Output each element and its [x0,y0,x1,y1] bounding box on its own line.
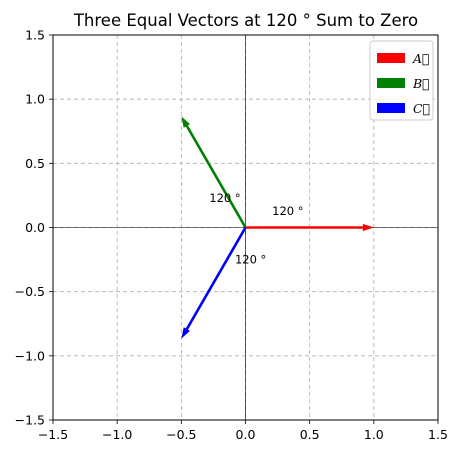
x-tick-label: 0.0 [236,427,256,442]
y-tick-label: −1.5 [15,413,45,428]
angle-annotation: 120 ° [235,253,266,267]
legend-swatch [377,78,405,88]
legend-swatch [377,103,405,113]
vector-shaft [185,125,247,229]
angle-annotations: 120 ° 120 ° 120 ° [209,191,303,267]
y-tick-label: 0.5 [25,156,45,171]
y-tick-label: −1.0 [15,348,45,363]
vector-head [181,327,190,339]
x-tick-label: 0.5 [300,427,320,442]
y-tick-label: 0.0 [25,220,45,235]
y-tick-label: 1.5 [25,28,45,43]
legend: A⃗ B⃗ C⃗ [369,40,434,121]
x-tick-label: −1.5 [38,427,68,442]
angle-annotation: 120 ° [272,204,303,218]
x-tick-label: −0.5 [166,427,196,442]
legend-label: A⃗ [412,51,430,66]
vectors [181,116,374,339]
y-tick-label: −0.5 [15,284,45,299]
vector-head [181,116,190,128]
x-tick-label: 1.5 [428,427,448,442]
vector-arrow-b [181,116,247,229]
legend-swatch [377,53,405,63]
angle-annotation: 120 ° [209,191,240,205]
chart-title: Three Equal Vectors at 120 ° Sum to Zero [73,11,418,30]
y-tick-label: 1.0 [25,92,45,107]
legend-label: C⃗ [413,101,430,116]
legend-label: B⃗ [412,76,430,91]
x-tick-label: −1.0 [102,427,132,442]
vector-head [362,223,374,232]
vector-arrow-a [245,223,374,232]
x-tick-label: 1.0 [364,427,384,442]
vector-shaft [185,226,247,330]
vector-arrow-c [181,226,247,339]
ticks: −1.5 −1.0 −0.5 0.0 0.5 1.0 1.5 −1.5 −1.0 −0.5 0.0 0… [15,28,448,443]
